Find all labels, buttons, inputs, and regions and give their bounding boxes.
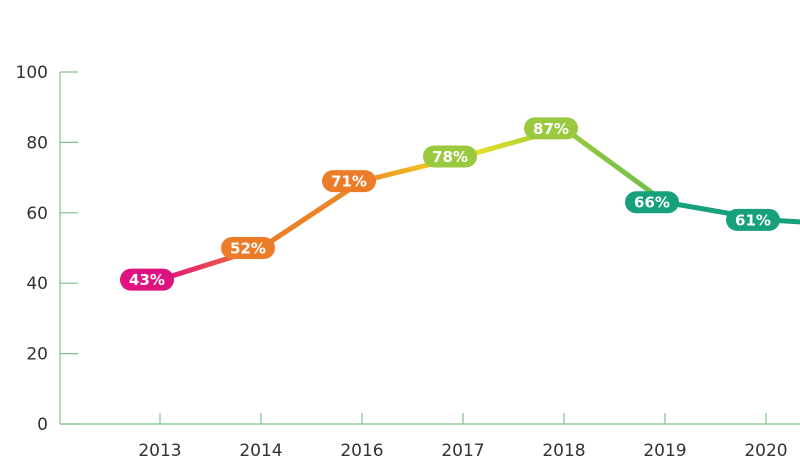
data-label: 52% [230,240,266,258]
data-label: 66% [634,194,670,212]
data-label: 61% [735,211,771,229]
y-tick-label: 40 [26,274,48,294]
data-point: 43% [120,268,174,291]
series-line-segment [561,125,668,205]
x-tick-label: 2013 [138,441,181,461]
x-tick-label: 2017 [441,441,484,461]
y-tick-label: 60 [26,204,48,224]
y-tick-label: 20 [26,345,48,365]
x-tick-label: 2016 [340,441,383,461]
data-point-pill [322,170,376,193]
data-point-pill [524,117,578,140]
y-tick-label: 0 [37,415,48,435]
data-point: 61% [726,208,780,231]
data-labels: 43% 52% 71% 78% 87% 66% 61% [120,117,780,291]
series-line [157,125,800,283]
x-tick-label: 2020 [744,441,787,461]
y-tick-label: 100 [16,63,48,83]
data-point: 52% [221,237,275,259]
data-point-pill [120,268,174,291]
data-point-pill [221,237,275,259]
data-label: 78% [432,148,468,166]
data-point: 71% [322,170,376,193]
x-tick-label: 2014 [239,441,282,461]
data-point: 78% [423,145,477,168]
x-tick-label: 2019 [643,441,686,461]
data-point: 66% [625,191,679,214]
data-label: 87% [533,120,569,138]
y-tick-label: 80 [26,133,48,153]
chart-axes: 0 20 40 60 80 100 2013 2014 2016 2017 2018 2019 2020 [16,63,800,461]
data-label: 43% [129,271,165,289]
series-line-segment [258,178,365,251]
data-point-pill [625,191,679,214]
data-label: 71% [331,173,367,191]
data-point-pill [726,208,780,231]
data-point-pill [423,145,477,168]
x-tick-label: 2018 [542,441,585,461]
data-point: 87% [524,117,578,140]
